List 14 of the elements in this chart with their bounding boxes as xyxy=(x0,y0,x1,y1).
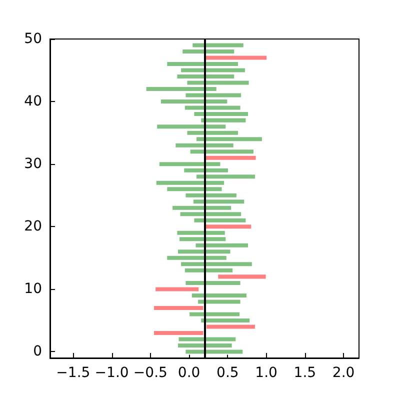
y-tick-label: 0 xyxy=(33,344,42,360)
x-tick-label: −1.0 xyxy=(94,365,129,381)
x-tick-label: 0.0 xyxy=(178,365,200,381)
x-tick-label: 2.0 xyxy=(332,365,355,381)
x-tick-label: −0.5 xyxy=(133,365,168,381)
y-tick-label: 30 xyxy=(24,156,42,172)
y-tick-label: 20 xyxy=(24,218,42,235)
x-tick-label: 1.0 xyxy=(255,365,278,381)
y-tick-label: 50 xyxy=(24,31,42,47)
y-tick-label: 10 xyxy=(24,281,42,298)
y-tick-label: 40 xyxy=(24,94,42,110)
x-tick-label: 0.5 xyxy=(216,365,239,381)
x-tick-label: 1.5 xyxy=(294,365,316,381)
x-tick-label: −1.5 xyxy=(56,365,90,381)
